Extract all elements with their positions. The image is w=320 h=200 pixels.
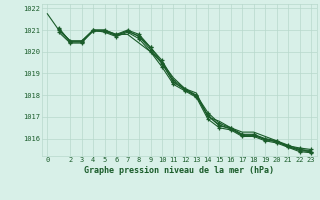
X-axis label: Graphe pression niveau de la mer (hPa): Graphe pression niveau de la mer (hPa) <box>84 166 274 175</box>
